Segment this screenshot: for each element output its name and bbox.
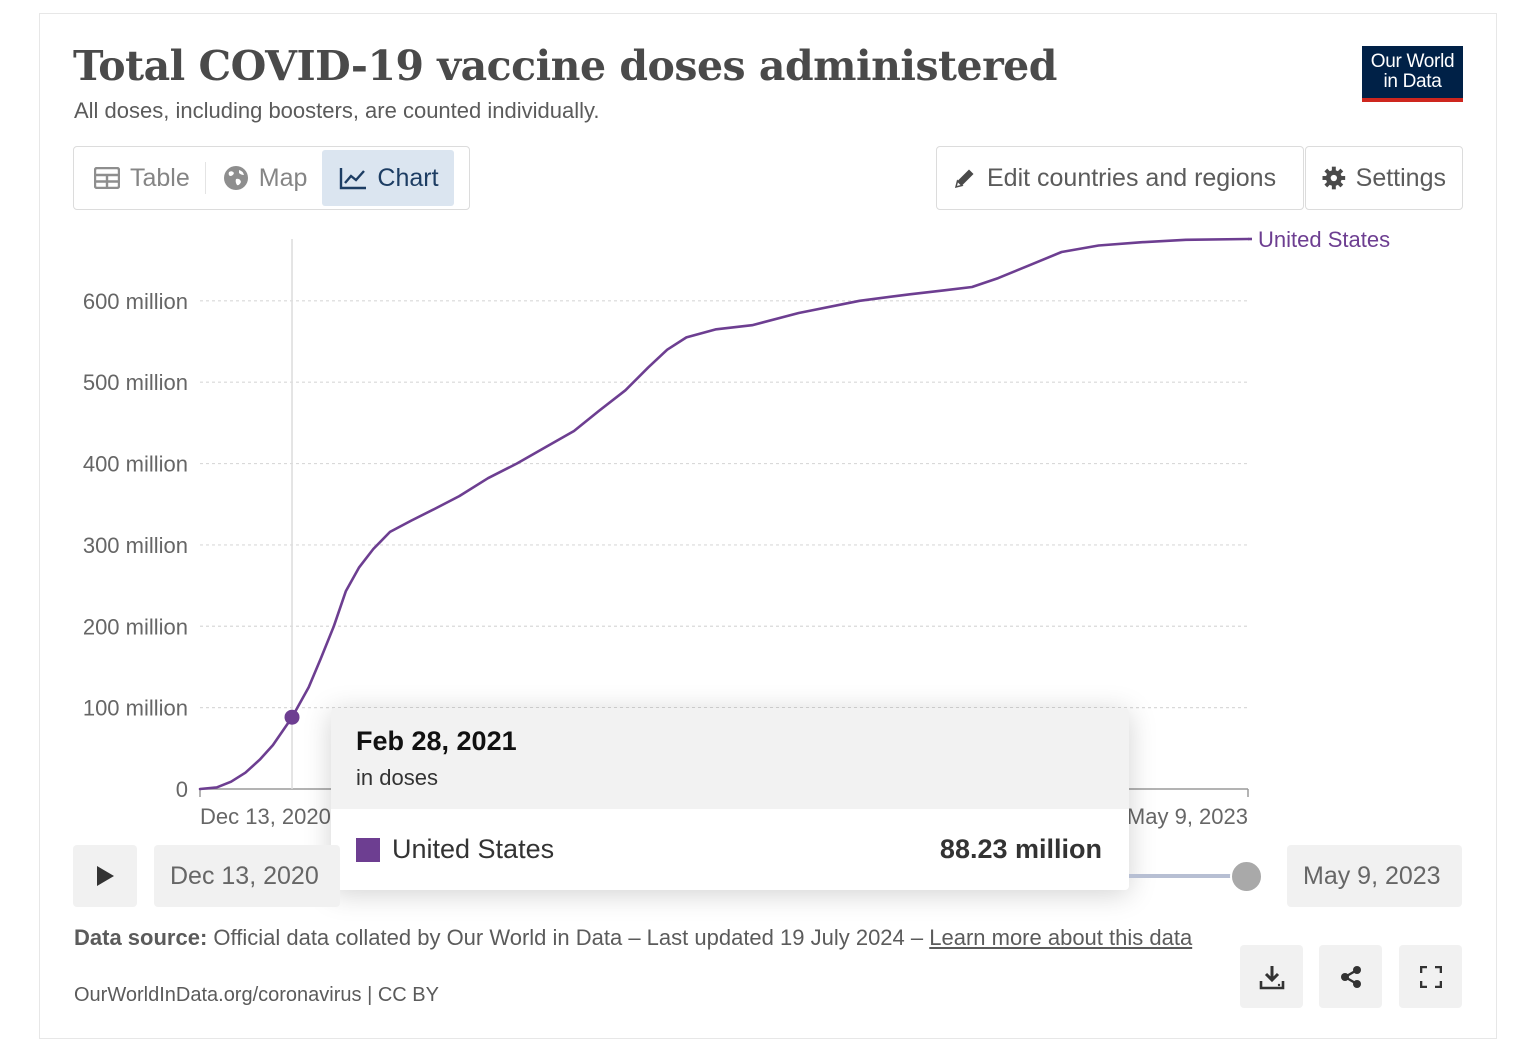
series-line: [198, 237, 1250, 791]
series-swatch: [356, 837, 380, 862]
data-source-text: Official data collated by Our World in D…: [207, 925, 930, 950]
tab-map[interactable]: Map: [206, 150, 323, 206]
tab-divider: [204, 162, 206, 194]
data-source-note: Data source: Official data collated by O…: [74, 924, 1234, 951]
x-tick-label: Dec 13, 2020: [200, 804, 331, 829]
tooltip-header: Feb 28, 2021 in doses: [331, 708, 1129, 809]
y-tick-label: 600 million: [83, 289, 188, 314]
edit-countries-label: Edit countries and regions: [987, 163, 1277, 192]
tooltip-entity: United States: [392, 834, 555, 864]
owid-logo[interactable]: Our World in Data: [1362, 46, 1463, 102]
y-tick-label: 500 million: [83, 370, 188, 395]
edit-countries-button[interactable]: Edit countries and regions: [936, 146, 1304, 210]
settings-label: Settings: [1355, 163, 1446, 192]
y-tick-label: 200 million: [83, 614, 188, 639]
fullscreen-button[interactable]: [1399, 945, 1462, 1008]
timeline-track[interactable]: [1129, 874, 1247, 878]
y-tick-label: 400 million: [83, 452, 188, 477]
download-icon: [1259, 965, 1284, 989]
learn-more-link[interactable]: Learn more about this data: [929, 925, 1193, 950]
tab-chart[interactable]: Chart: [322, 150, 454, 206]
data-source-label: Data source:: [74, 925, 208, 950]
timeline-start-date[interactable]: Dec 13, 2020: [154, 845, 340, 907]
globe-icon: [223, 166, 248, 190]
logo-line-2: in Data: [1383, 71, 1442, 92]
y-tick-label: 100 million: [83, 696, 188, 721]
settings-button[interactable]: Settings: [1305, 146, 1463, 210]
tooltip-row: United States 88.23 million: [331, 809, 1129, 890]
tooltip-value: 88.23 million: [939, 834, 1102, 864]
download-button[interactable]: [1240, 945, 1303, 1008]
timeline-end-date[interactable]: May 9, 2023: [1287, 845, 1462, 907]
share-icon: [1340, 965, 1361, 988]
chart-tooltip: Feb 28, 2021 in doses United States 88.2…: [331, 708, 1129, 890]
highlight-point: [284, 709, 300, 725]
fullscreen-icon: [1419, 965, 1442, 988]
play-icon: [97, 866, 114, 886]
view-tabs: Table Map Chart: [73, 146, 470, 210]
y-tick-label: 0: [176, 777, 188, 802]
share-button[interactable]: [1319, 945, 1382, 1008]
y-tick-label: 300 million: [83, 533, 188, 558]
chart-subtitle: All doses, including boosters, are count…: [74, 98, 600, 123]
pencil-icon: [954, 169, 974, 189]
series-end-label: United States: [1258, 227, 1390, 252]
source-url: OurWorldInData.org/coronavirus | CC BY: [74, 984, 439, 1006]
table-icon: [94, 167, 120, 189]
tooltip-date: Feb 28, 2021: [356, 726, 517, 756]
x-tick-label: May 9, 2023: [1127, 804, 1248, 829]
play-button[interactable]: [73, 845, 137, 907]
tab-map-label: Map: [258, 163, 308, 192]
timeline-end-handle[interactable]: [1230, 860, 1263, 893]
tooltip-unit: in doses: [356, 765, 438, 790]
logo-line-1: Our World: [1370, 51, 1455, 72]
chart-title: Total COVID-19 vaccine doses administere…: [73, 42, 1057, 90]
tab-table[interactable]: Table: [77, 150, 205, 206]
tab-chart-label: Chart: [377, 163, 439, 192]
line-chart-icon: [340, 168, 367, 190]
tab-table-label: Table: [130, 163, 190, 192]
gear-icon: [1322, 166, 1346, 190]
